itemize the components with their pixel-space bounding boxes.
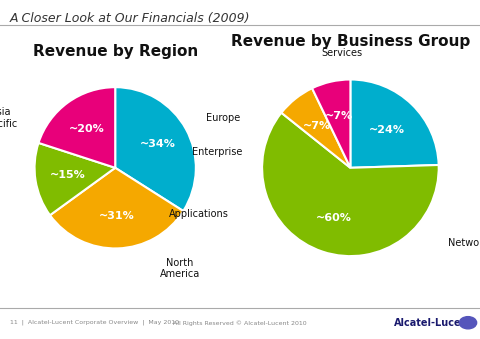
Text: All Rights Reserved © Alcatel-Lucent 2010: All Rights Reserved © Alcatel-Lucent 201… — [173, 320, 307, 325]
Text: ~34%: ~34% — [140, 139, 176, 149]
Text: ~7%: ~7% — [324, 111, 353, 121]
Text: North
America: North America — [159, 258, 200, 279]
Wedge shape — [38, 87, 115, 168]
Wedge shape — [115, 87, 196, 211]
Text: Asia
Pacific: Asia Pacific — [0, 107, 17, 128]
Text: Networks: Networks — [447, 238, 480, 248]
Title: Revenue by Region: Revenue by Region — [33, 44, 198, 59]
Text: ~24%: ~24% — [369, 125, 405, 135]
Text: ~15%: ~15% — [49, 171, 85, 180]
Text: ~31%: ~31% — [99, 211, 134, 221]
Text: 11  |  Alcatel-Lucent Corporate Overview  |  May 2010: 11 | Alcatel-Lucent Corporate Overview |… — [10, 320, 179, 325]
Text: ~7%: ~7% — [303, 121, 331, 132]
Text: A Closer Look at Our Financials (2009): A Closer Look at Our Financials (2009) — [10, 12, 250, 25]
Text: Enterprise: Enterprise — [192, 147, 243, 157]
Wedge shape — [350, 79, 439, 168]
Text: Applications: Applications — [168, 209, 228, 219]
Wedge shape — [262, 113, 439, 256]
Wedge shape — [281, 88, 350, 168]
Text: ~60%: ~60% — [316, 213, 352, 223]
Text: ~20%: ~20% — [69, 124, 105, 134]
Title: Revenue by Business Group: Revenue by Business Group — [231, 34, 470, 49]
Text: Europe: Europe — [205, 113, 240, 123]
Text: Services: Services — [321, 48, 362, 58]
Wedge shape — [50, 168, 183, 248]
Text: Alcatel-Lucent: Alcatel-Lucent — [394, 318, 473, 328]
Wedge shape — [312, 79, 350, 168]
Wedge shape — [35, 143, 115, 215]
